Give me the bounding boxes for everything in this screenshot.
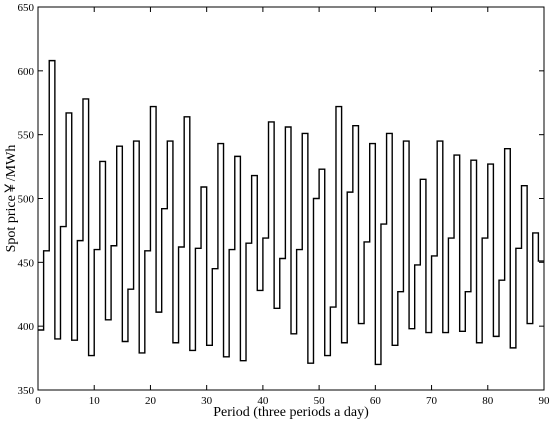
y-tick-label: 350 bbox=[18, 385, 35, 397]
x-tick-label: 0 bbox=[35, 395, 41, 407]
y-axis-ticks: 350 400 450 500 550 600 650 bbox=[18, 2, 544, 397]
x-tick-label: 20 bbox=[145, 395, 157, 407]
y-axis-label: Spot price￥/MWh bbox=[4, 145, 19, 253]
x-tick-label: 10 bbox=[89, 395, 101, 407]
x-axis-label: Period (three periods a day) bbox=[213, 405, 369, 420]
y-tick-label: 550 bbox=[18, 130, 35, 142]
y-tick-label: 450 bbox=[18, 257, 35, 269]
x-axis-ticks: 0 10 20 30 40 50 60 70 80 90 bbox=[35, 7, 550, 407]
x-tick-label: 80 bbox=[482, 395, 494, 407]
y-tick-label: 400 bbox=[18, 321, 35, 333]
y-tick-label: 650 bbox=[18, 2, 35, 14]
spot-price-step-line bbox=[38, 59, 544, 366]
x-tick-label: 50 bbox=[314, 395, 326, 407]
x-tick-label: 70 bbox=[426, 395, 438, 407]
y-tick-label: 600 bbox=[18, 66, 35, 78]
x-tick-label: 40 bbox=[257, 395, 269, 407]
x-tick-label: 90 bbox=[539, 395, 550, 407]
y-tick-label: 500 bbox=[18, 194, 35, 206]
x-tick-label: 30 bbox=[201, 395, 213, 407]
x-tick-label: 60 bbox=[370, 395, 382, 407]
